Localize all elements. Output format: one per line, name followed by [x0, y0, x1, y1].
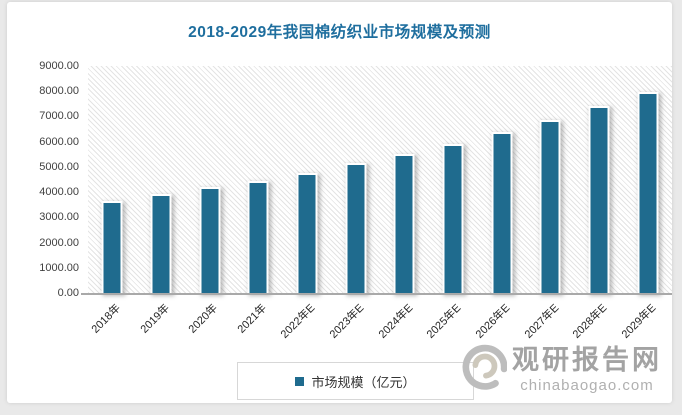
- bar-2022年E: [296, 172, 318, 293]
- watermark: 观研报告网 chinabaogao.com: [461, 344, 662, 395]
- legend-label: 市场规模（亿元）: [311, 374, 416, 390]
- y-tick-label: 3000.00: [39, 211, 79, 224]
- x-tick-label: 2022年E: [278, 302, 318, 341]
- bar-slot: 2022年E: [279, 66, 332, 341]
- bar-slot: 2019年: [137, 66, 186, 336]
- x-tick-label: 2019年: [138, 302, 172, 336]
- watermark-texts: 观研报告网 chinabaogao.com: [512, 344, 662, 394]
- bar-slot: 2023年E: [328, 66, 380, 341]
- x-axis-line: [81, 293, 672, 295]
- bar-2018年: [101, 201, 123, 293]
- y-tick-label: 9000.00: [39, 60, 79, 72]
- bar-2029年E: [637, 92, 659, 293]
- bar-slot: 2020年: [185, 66, 234, 336]
- bar-2026年E: [491, 131, 513, 293]
- bar-slot: 2025年E: [425, 66, 478, 341]
- watermark-domain: chinabaogao.com: [520, 376, 654, 394]
- x-tick-label: 2026年E: [473, 302, 513, 341]
- bar-2025年E: [442, 143, 464, 293]
- bar-2028年E: [588, 106, 610, 293]
- plot-area: 2018年 2019年 2020年 2021年 2022年E 2023年E 2024年E 20…: [88, 66, 672, 341]
- bar-slot: 2027年E: [522, 66, 575, 341]
- y-tick-label: 6000.00: [39, 135, 79, 148]
- watermark-name: 观研报告网: [512, 344, 662, 375]
- x-tick-label: 2029年E: [619, 302, 659, 341]
- bar-slot: 2024年E: [376, 66, 429, 341]
- y-tick-label: 5000.00: [39, 160, 79, 173]
- y-tick-label: 2000.00: [39, 236, 79, 249]
- bar-slot: 2029年E: [620, 66, 672, 341]
- bar-2024年E: [393, 153, 415, 293]
- y-tick-label: 4000.00: [39, 186, 79, 199]
- y-tick-label: 7000.00: [39, 110, 79, 123]
- bar-2020年: [199, 187, 221, 293]
- y-axis-labels: 9000.00 8000.00 7000.00 6000.00 5000.00 4000.…: [7, 60, 83, 299]
- x-tick-label: 2027年E: [522, 302, 561, 341]
- chart-title: 2018-2029年我国棉纺织业市场规模及预测: [188, 24, 491, 41]
- y-tick-label: 0.00: [57, 287, 79, 299]
- y-tick-label: 8000.00: [39, 85, 79, 98]
- x-tick-label: 2020年: [186, 302, 221, 336]
- x-tick-label: 2025年E: [424, 302, 464, 341]
- watermark-logo-icon: [461, 344, 508, 395]
- bar-2019年: [150, 193, 172, 293]
- bar-slot: 2028年E: [571, 66, 624, 341]
- bar-slot: 2021年: [234, 66, 283, 336]
- bar-2027年E: [539, 119, 561, 293]
- legend: 市场规模（亿元）: [237, 362, 474, 400]
- chart-panel: 2018-2029年我国棉纺织业市场规模及预测 9000.00 8000.00 70…: [7, 2, 672, 403]
- bar-2023年E: [345, 163, 367, 293]
- y-tick-label: 1000.00: [39, 261, 79, 274]
- x-tick-label: 2018年: [89, 302, 123, 336]
- x-tick-label: 2028年E: [570, 302, 610, 341]
- bar-slot: 2018年: [88, 66, 137, 336]
- x-tick-label: 2023年E: [327, 302, 367, 341]
- x-tick-label: 2024年E: [376, 302, 415, 341]
- legend-marker-icon: [295, 376, 305, 386]
- bar-2021年: [247, 180, 269, 293]
- x-tick-label: 2021年: [235, 302, 269, 336]
- bar-slot: 2026年E: [474, 66, 526, 341]
